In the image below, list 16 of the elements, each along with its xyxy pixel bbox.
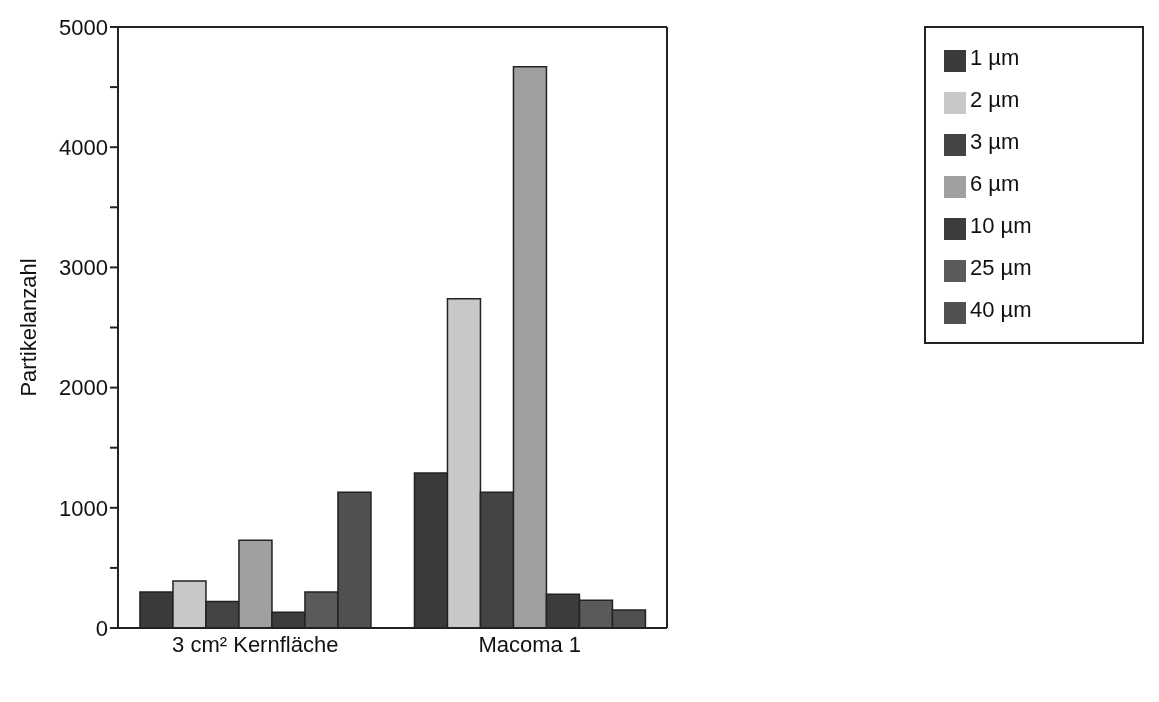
x-tick-label: 3 cm² Kernfläche [172,631,339,657]
y-axis-title: Partikelanzahl [15,258,41,397]
y-tick-label: 1000 [59,495,108,521]
legend-label: 2 µm [970,87,1020,112]
x-tick-label: Macoma 1 [478,631,582,657]
legend-label: 40 µm [970,297,1032,322]
legend-label: 3 µm [970,129,1020,154]
legend-label: 10 µm [970,213,1032,238]
legend-label: 6 µm [970,171,1020,196]
y-tick-label: 2000 [59,375,108,401]
y-tick-label: 4000 [59,135,108,161]
y-tick-label: 0 [95,615,108,641]
legend-label: 1 µm [970,45,1020,70]
y-tick-label: 5000 [59,14,108,40]
legend-label: 25 µm [970,255,1032,280]
y-tick-label: 3000 [59,255,108,281]
